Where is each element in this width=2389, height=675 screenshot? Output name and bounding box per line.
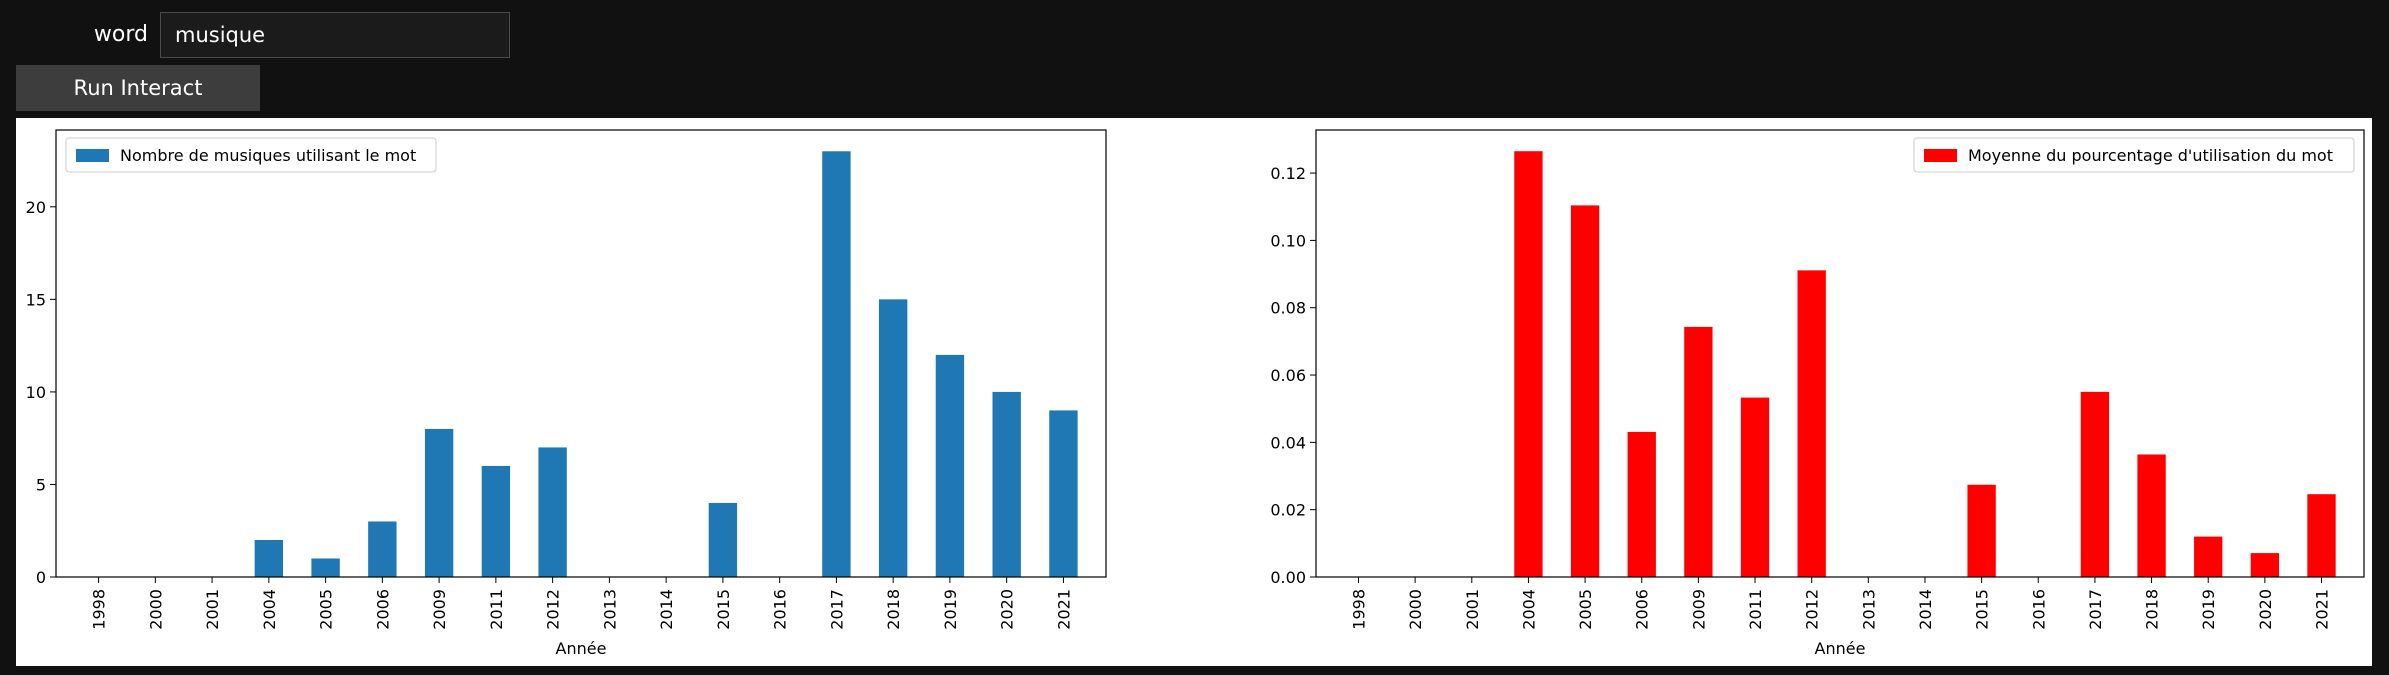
- bar-2004: [254, 539, 284, 577]
- axes-frame: [55, 129, 1107, 578]
- legend-label: Nombre de musiques utilisant le mot: [120, 146, 416, 165]
- bar-2009: [1684, 326, 1713, 577]
- plot-output-area: 0 5 10 15 20 1998 2000 2001 2004 2005 2006 2009 2011…: [16, 118, 2372, 666]
- bar-2004: [1514, 151, 1543, 577]
- bar-2019: [2194, 536, 2223, 577]
- bar-2011: [481, 465, 511, 577]
- y-tick-label: 0.04: [1270, 433, 1306, 452]
- bar-2018: [878, 299, 908, 577]
- x-tick-label: 1998: [1349, 589, 1368, 630]
- y-tick-label: 0: [36, 568, 46, 587]
- legend-label: Moyenne du pourcentage d'utilisation du …: [1968, 146, 2333, 165]
- x-tick-label: 2004: [1519, 589, 1538, 630]
- x-tick-label: 2000: [1406, 589, 1425, 630]
- bar-2006: [368, 521, 397, 577]
- charts-svg: 0 5 10 15 20 1998 2000 2001 2004 2005 2006 2009 2011…: [26, 129, 2365, 658]
- x-tick-label: 2019: [941, 589, 960, 630]
- x-tick-label: 2021: [1054, 589, 1073, 630]
- x-tick-label: 2014: [657, 589, 676, 630]
- bar-2017: [2080, 391, 2110, 577]
- chart-mean-percentage-by-year: 0.00 0.02 0.04 0.06 0.08 0.10 0.12 1998 2000 2001…: [1270, 129, 2365, 658]
- x-tick-label: 2017: [2086, 589, 2105, 630]
- x-tick-label: 2000: [146, 589, 165, 630]
- x-tick-label: 2012: [544, 589, 563, 630]
- bar-2020: [992, 391, 1021, 577]
- chart-count-by-year: 0 5 10 15 20 1998 2000 2001 2004 2005 2006 2009 2011…: [26, 129, 1107, 658]
- y-tick-label: 10: [26, 383, 46, 402]
- legend-swatch: [76, 149, 109, 162]
- legend-swatch: [1924, 149, 1957, 162]
- x-tick-label: 2011: [487, 589, 506, 630]
- y-tick-label: 5: [36, 475, 46, 494]
- x-axis-label: Année: [556, 639, 607, 658]
- x-tick-label: 2009: [430, 589, 449, 630]
- bar-2011: [1740, 397, 1770, 577]
- bar-2015: [1967, 484, 1996, 577]
- y-tick-label: 0.10: [1270, 231, 1306, 250]
- bar-2021: [1049, 410, 1078, 577]
- bar-2017: [822, 151, 851, 577]
- x-tick-label: 2016: [771, 589, 790, 630]
- y-tick-label: 0.02: [1270, 501, 1306, 520]
- x-tick-label: 2021: [2313, 589, 2332, 630]
- bar-2021: [2307, 494, 2336, 577]
- bar-2020: [2250, 553, 2280, 577]
- x-tick-label: 2006: [373, 589, 392, 630]
- x-tick-label: 2014: [1916, 589, 1935, 630]
- x-tick-label: 2001: [1463, 589, 1482, 630]
- y-tick-label: 0.06: [1270, 366, 1306, 385]
- y-tick-label: 15: [26, 290, 46, 309]
- x-tick-label: 2006: [1633, 589, 1652, 630]
- x-tick-label: 2015: [714, 589, 733, 630]
- axes-frame: [1315, 129, 2365, 578]
- bar-2009: [424, 428, 454, 577]
- bar-2019: [935, 354, 965, 577]
- y-tick-label: 20: [26, 198, 46, 217]
- x-tick-label: 2013: [600, 589, 619, 630]
- run-interact-button[interactable]: Run Interact: [16, 65, 260, 111]
- x-tick-label: 2019: [2199, 589, 2218, 630]
- x-tick-label: 2005: [1576, 589, 1595, 630]
- x-tick-label: 2009: [1689, 589, 1708, 630]
- x-axis-label: Année: [1815, 639, 1866, 658]
- y-tick-label: 0.08: [1270, 299, 1306, 318]
- x-tick-label: 2018: [2143, 589, 2162, 630]
- x-tick-label: 2020: [998, 589, 1017, 630]
- bar-2018: [2137, 454, 2166, 577]
- y-tick-label: 0.12: [1270, 164, 1306, 183]
- legend-box: [1913, 137, 2355, 173]
- word-input[interactable]: [160, 12, 510, 58]
- x-tick-label: 2001: [203, 589, 222, 630]
- y-tick-label: 0.00: [1270, 568, 1306, 587]
- legend-box: [65, 137, 437, 173]
- bar-2012: [538, 447, 567, 577]
- word-label: word: [93, 22, 148, 47]
- bar-2005: [1570, 205, 1600, 577]
- bar-2015: [708, 502, 738, 577]
- x-tick-label: 2018: [884, 589, 903, 630]
- x-tick-label: 1998: [90, 589, 109, 630]
- x-tick-label: 2017: [827, 589, 846, 630]
- bar-2006: [1627, 431, 1656, 577]
- x-tick-label: 2012: [1803, 589, 1822, 630]
- x-tick-label: 2004: [260, 589, 279, 630]
- bar-2012: [1797, 270, 1826, 577]
- x-tick-label: 2020: [2256, 589, 2275, 630]
- bar-2005: [311, 558, 340, 577]
- x-tick-label: 2015: [1973, 589, 1992, 630]
- x-tick-label: 2011: [1746, 589, 1765, 630]
- x-tick-label: 2005: [317, 589, 336, 630]
- x-tick-label: 2013: [1859, 589, 1878, 630]
- x-tick-label: 2016: [2029, 589, 2048, 630]
